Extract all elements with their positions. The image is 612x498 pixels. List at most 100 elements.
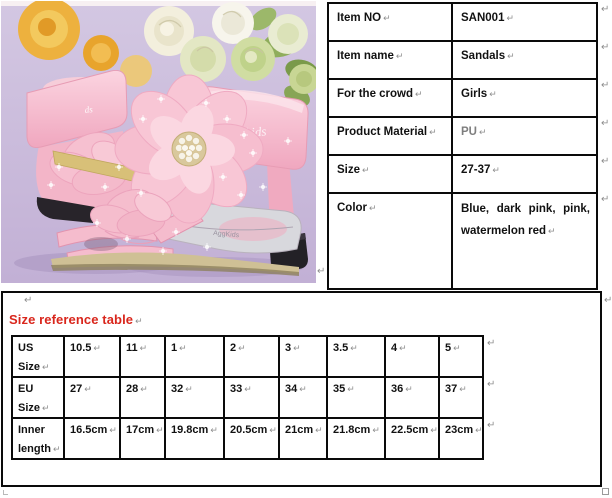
paragraph-mark: ↵: [317, 266, 326, 277]
row-end-mark: ↵: [487, 338, 496, 349]
paragraph-mark: ↵: [507, 51, 515, 61]
eu-size-cell[interactable]: 32 ↵: [166, 378, 225, 419]
product-attribute-label[interactable]: For the crowd ↵: [329, 80, 453, 116]
paragraph-mark: ↵: [475, 425, 483, 435]
paragraph-mark: ↵: [185, 384, 193, 394]
product-attribute-value[interactable]: Sandals ↵: [453, 42, 596, 78]
product-attribute-label[interactable]: Item NO ↵: [329, 4, 453, 40]
us-size-cell[interactable]: 3 ↵: [280, 337, 328, 378]
table-row: Size ↵ 27-37 ↵: [329, 156, 596, 194]
rhinestone-sparkles: [47, 95, 292, 255]
inner-length-cell[interactable]: 23cm ↵: [440, 419, 484, 460]
inner-length-cell[interactable]: 22.5cm ↵: [386, 419, 440, 460]
paragraph-mark: ↵: [548, 226, 556, 236]
us-size-cell[interactable]: 1 ↵: [166, 337, 225, 378]
paragraph-mark: ↵: [405, 384, 413, 394]
paragraph-mark: ↵: [299, 384, 307, 394]
eu-size-cell[interactable]: 37 ↵: [440, 378, 484, 419]
paragraph-mark: ↵: [140, 384, 148, 394]
size-row-label[interactable]: US Size ↵: [13, 337, 65, 378]
product-attribute-value[interactable]: SAN001 ↵: [453, 4, 596, 40]
paragraph-mark: ↵: [453, 343, 461, 353]
value-text: 27-37: [461, 164, 491, 176]
inner-length-cell[interactable]: 21cm ↵: [280, 419, 328, 460]
paragraph-mark: ↵: [42, 362, 50, 372]
left-cuff-brand-text: ds: [84, 104, 94, 115]
product-attribute-value[interactable]: PU ↵: [453, 118, 596, 154]
cell-text: 22.5cm: [391, 424, 429, 436]
value-text: Blue, dark pink, pink, watermelon red: [461, 203, 590, 237]
label-text: For the crowd: [337, 88, 414, 100]
eu-size-cell[interactable]: 35 ↵: [328, 378, 386, 419]
us-size-cell[interactable]: 4 ↵: [386, 337, 440, 378]
product-photo[interactable]: ds AggKids: [1, 0, 319, 283]
value-text: Sandals: [461, 50, 506, 62]
cell-text: 27: [70, 383, 83, 395]
paragraph-mark: ↵: [244, 384, 252, 394]
paragraph-mark: ↵: [478, 127, 487, 137]
size-row-label[interactable]: Inner length ↵: [13, 419, 65, 460]
size-chart-table: US Size ↵ 10.5 ↵ 11 ↵ 1 ↵ 2 ↵ 3 ↵ 3.5 ↵ 4 ↵ 5 ↵ E…: [11, 335, 484, 460]
product-attribute-value[interactable]: 27-37 ↵: [453, 156, 596, 192]
inner-length-cell[interactable]: 16.5cm ↵: [65, 419, 121, 460]
paragraph-mark: ↵: [24, 295, 33, 306]
value-text: PU: [461, 126, 477, 138]
inner-length-cell[interactable]: 17cm ↵: [121, 419, 166, 460]
product-attribute-value[interactable]: Girls ↵: [453, 80, 596, 116]
paragraph-mark: ↵: [383, 13, 391, 23]
table-row: For the crowd ↵ Girls ↵: [329, 80, 596, 118]
cell-text: 3: [285, 342, 292, 354]
label-text: Size: [337, 164, 361, 176]
eu-size-cell[interactable]: 33 ↵: [225, 378, 280, 419]
us-size-cell[interactable]: 2 ↵: [225, 337, 280, 378]
paragraph-mark: ↵: [492, 165, 500, 175]
paragraph-mark: ↵: [506, 13, 515, 23]
row-end-mark: ↵: [601, 118, 610, 129]
product-info-table: Item NO ↵ SAN001 ↵ Item name ↵ Sandals ↵ For…: [327, 2, 598, 290]
cell-text: 17cm: [126, 424, 155, 436]
product-attribute-value[interactable]: Blue, dark pink, pink, watermelon red ↵: [453, 194, 596, 288]
paragraph-mark: ↵: [269, 425, 277, 435]
table-row: Product Material ↵ PU ↵: [329, 118, 596, 156]
inner-length-cell[interactable]: 19.8cm ↵: [166, 419, 225, 460]
row-end-mark: ↵: [601, 42, 610, 53]
size-reference-title[interactable]: Size reference table ↵: [9, 312, 143, 327]
paragraph-mark: ↵: [93, 343, 101, 353]
size-row-label[interactable]: EU Size ↵: [13, 378, 65, 419]
paragraph-mark: ↵: [415, 89, 423, 99]
row-end-mark: ↵: [601, 194, 610, 205]
product-attribute-label[interactable]: Size ↵: [329, 156, 453, 192]
left-sandal: ds: [26, 70, 141, 223]
cell-text: 16.5cm: [70, 424, 108, 436]
cell-text: 21cm: [285, 424, 314, 436]
paragraph-mark: ↵: [179, 343, 187, 353]
eu-size-cell[interactable]: 36 ↵: [386, 378, 440, 419]
product-attribute-label[interactable]: Product Material ↵: [329, 118, 453, 154]
cell-text: 37: [445, 383, 458, 395]
inner-length-cell[interactable]: 20.5cm ↵: [225, 419, 280, 460]
table-resize-handle[interactable]: [602, 488, 609, 495]
paragraph-mark: ↵: [315, 425, 323, 435]
cell-text: 35: [333, 383, 346, 395]
paragraph-mark: ↵: [210, 425, 218, 435]
pearl-center: [171, 131, 207, 167]
size-reference-box: ↵ Size reference table ↵ US Size ↵ 10.5 ↵ 1…: [1, 291, 602, 487]
paragraph-mark: ↵: [347, 384, 355, 394]
eu-size-cell[interactable]: 28 ↵: [121, 378, 166, 419]
title-text: Size reference table: [9, 312, 134, 327]
inner-length-cell[interactable]: 21.8cm ↵: [328, 419, 386, 460]
product-attribute-label[interactable]: Item name ↵: [329, 42, 453, 78]
paragraph-mark: ↵: [489, 89, 497, 99]
us-size-cell[interactable]: 11 ↵: [121, 337, 166, 378]
us-size-cell[interactable]: 3.5 ↵: [328, 337, 386, 378]
us-size-cell[interactable]: 5 ↵: [440, 337, 484, 378]
eu-size-cell[interactable]: 34 ↵: [280, 378, 328, 419]
paragraph-mark: ↵: [459, 384, 467, 394]
label-text: Product Material: [337, 126, 428, 138]
us-size-cell[interactable]: 10.5 ↵: [65, 337, 121, 378]
eu-size-cell[interactable]: 27 ↵: [65, 378, 121, 419]
cell-text: 3.5: [333, 342, 349, 354]
product-attribute-label[interactable]: Color ↵: [329, 194, 453, 288]
paragraph-mark: ↵: [139, 343, 148, 353]
